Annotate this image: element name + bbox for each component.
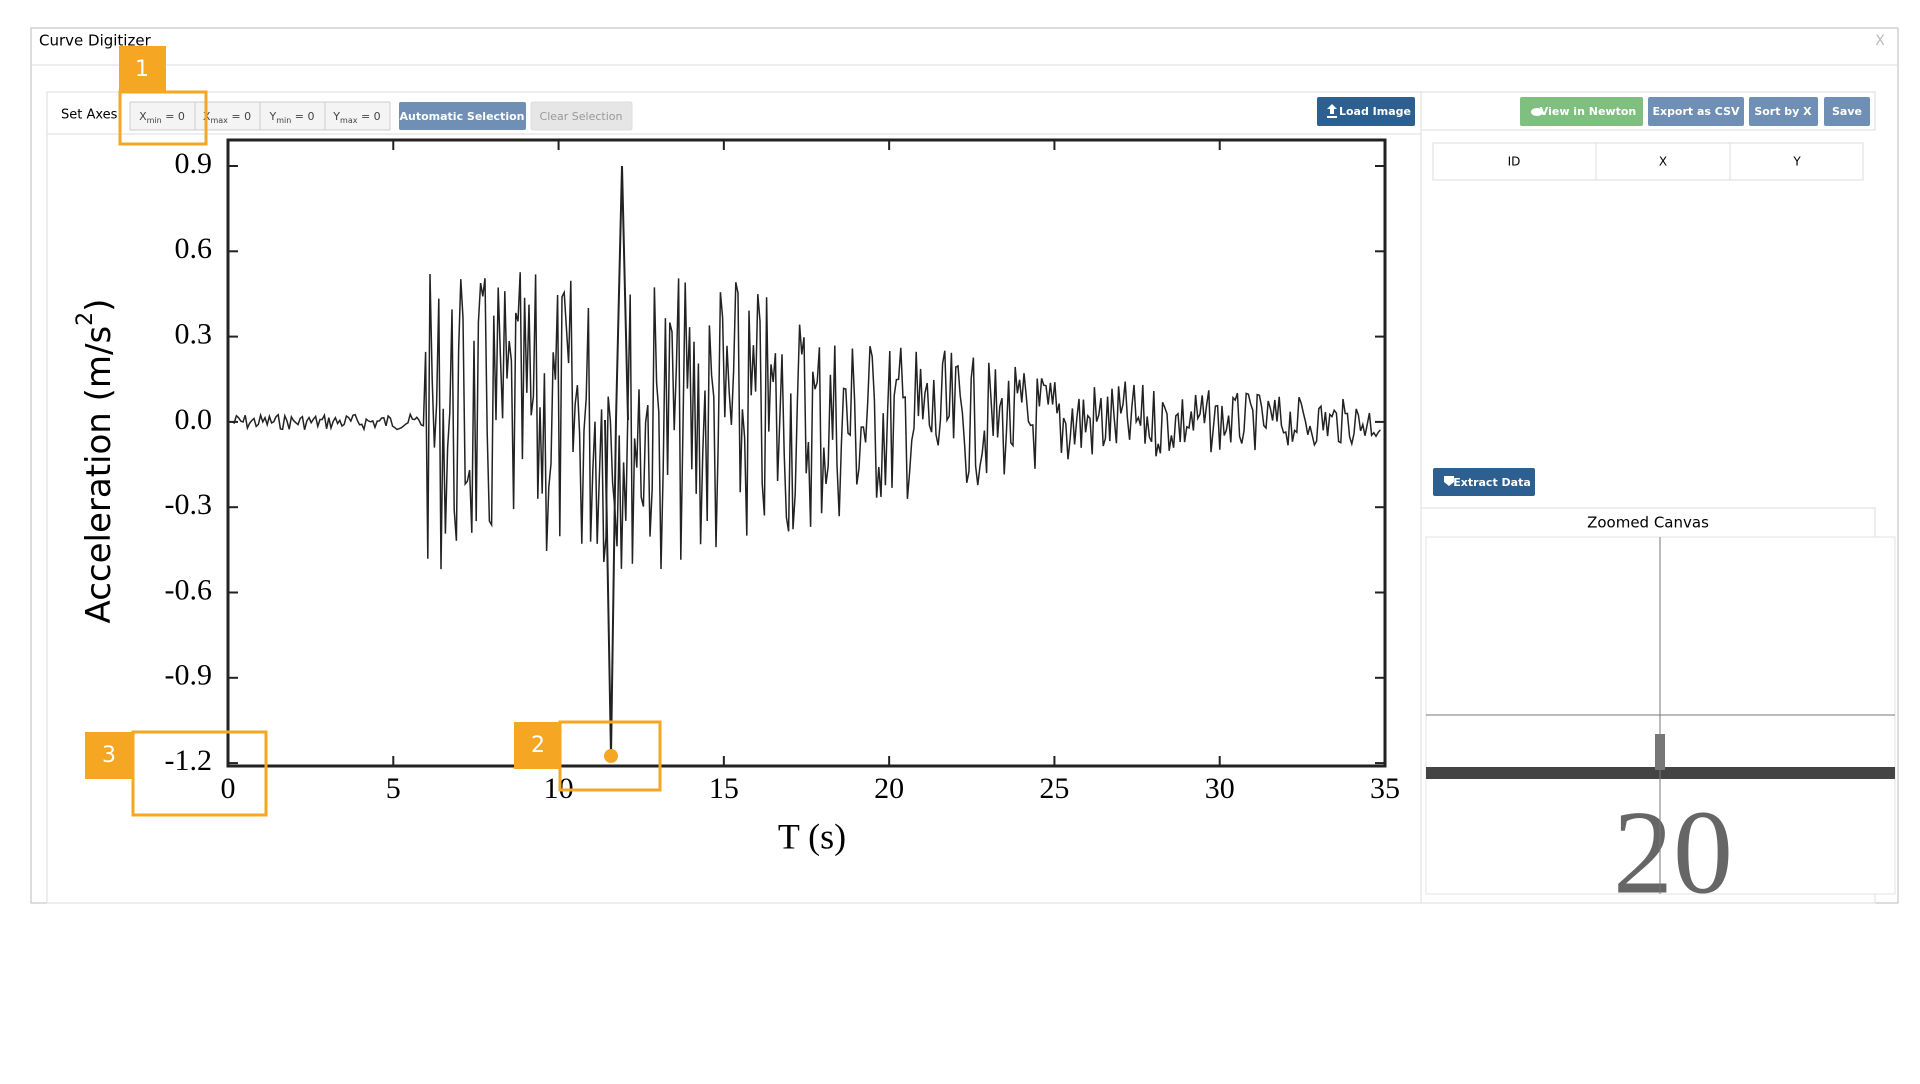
x-axis-label: T (s) — [778, 816, 846, 856]
extract-data-button[interactable] — [1433, 468, 1535, 496]
axis-eq: = 0 — [357, 110, 380, 123]
save-button[interactable] — [1824, 97, 1870, 126]
automatic-button-label: Automatic Selection — [400, 110, 525, 123]
view-newton-label: View in Newton — [1540, 105, 1636, 118]
axis-eq: = 0 — [228, 110, 251, 123]
column-header: X — [1659, 155, 1667, 169]
callout-badge — [119, 46, 166, 92]
export-csv-label: Export as CSV — [1652, 105, 1740, 118]
upload-icon — [1327, 104, 1337, 118]
waveform — [231, 272, 1381, 570]
x-tick-label: 5 — [386, 772, 401, 805]
axis-button[interactable] — [324, 101, 391, 131]
eye-icon — [1531, 108, 1543, 116]
axis-button-label: Ymin = 0 — [268, 110, 314, 125]
y-tick-label: 0.0 — [175, 403, 213, 436]
export-csv-button[interactable] — [1648, 97, 1744, 126]
axis-sub: min — [147, 116, 162, 125]
axis-buttons: Xmin = 0 Xmax = 0 Ymin = 0 Ymax = 0 — [129, 101, 391, 131]
y-tick-label: -0.3 — [165, 488, 213, 521]
extract-data-label: Extract Data — [1453, 476, 1531, 489]
load-image-label: Load Image — [1339, 105, 1411, 118]
save-label: Save — [1832, 105, 1862, 118]
axis-var: Y — [268, 110, 276, 123]
y-axis-label-sup: 2 — [73, 312, 98, 326]
axis-var: Y — [332, 110, 340, 123]
x-tick-label: 0 — [221, 772, 236, 805]
y-axis-label: Acceleration (m/s2) — [73, 299, 119, 624]
selected-point[interactable] — [604, 749, 618, 763]
y-axis-label-text: Acceleration (m/s — [79, 326, 119, 624]
callout-badge — [514, 722, 561, 769]
axis-button-label: Xmax = 0 — [203, 110, 251, 125]
loaded-image: T (s) Acceleration (m/s2) 0.90.60.30.0-0… — [73, 138, 1400, 856]
y-tick-label: 0.9 — [175, 147, 213, 180]
callout-number: 3 — [102, 743, 116, 768]
y-tick-label: -0.6 — [165, 573, 213, 606]
y-tick-label: -0.9 — [165, 659, 213, 692]
right-toolbar-panel — [1420, 91, 1876, 131]
x-tick-label: 20 — [874, 772, 904, 805]
y-tick-label: 0.3 — [175, 317, 213, 350]
axis-sub: min — [276, 116, 291, 125]
x-tick-label: 35 — [1370, 772, 1400, 805]
shield-icon — [1444, 476, 1454, 486]
clear-button[interactable] — [530, 101, 633, 131]
plot-frame — [226, 138, 1387, 768]
y-tick-label: 0.6 — [175, 232, 213, 265]
x-tick-label: 15 — [709, 772, 739, 805]
window-title: Curve Digitizer — [39, 32, 152, 50]
callout-badge — [85, 732, 133, 779]
y-tick-label: -1.2 — [165, 744, 213, 777]
callout-number: 1 — [135, 57, 149, 82]
load-image-button[interactable] — [1317, 97, 1415, 126]
sort-button[interactable] — [1749, 97, 1818, 126]
axis-var: X — [139, 110, 147, 123]
column-header: ID — [1508, 155, 1521, 169]
axis-sub: max — [340, 116, 358, 125]
points-table-header — [1432, 142, 1864, 181]
sort-label: Sort by X — [1754, 105, 1812, 118]
image-panel — [46, 91, 1422, 904]
view-newton-button[interactable] — [1520, 97, 1643, 126]
axis-button[interactable] — [129, 101, 196, 131]
close-button[interactable]: X — [1875, 33, 1885, 49]
axis-sub: max — [210, 116, 228, 125]
automatic-button[interactable] — [399, 102, 526, 130]
clear-button-label: Clear Selection — [540, 110, 623, 123]
zoom-label: 20 — [1613, 786, 1733, 919]
axis-eq: = 0 — [291, 110, 314, 123]
x-tick-label: 30 — [1205, 772, 1235, 805]
waveform-spike — [604, 165, 629, 757]
zoom-title: Zoomed Canvas — [1587, 514, 1709, 532]
axis-button-label: Xmin = 0 — [139, 110, 185, 125]
axis-button-label: Ymax = 0 — [332, 110, 380, 125]
set-axes-label: Set Axes: — [61, 108, 122, 123]
axis-eq: = 0 — [162, 110, 185, 123]
column-header: Y — [1792, 155, 1801, 169]
y-axis-label-end: ) — [79, 299, 119, 312]
callout-number: 2 — [531, 733, 545, 758]
x-tick-label: 25 — [1039, 772, 1069, 805]
